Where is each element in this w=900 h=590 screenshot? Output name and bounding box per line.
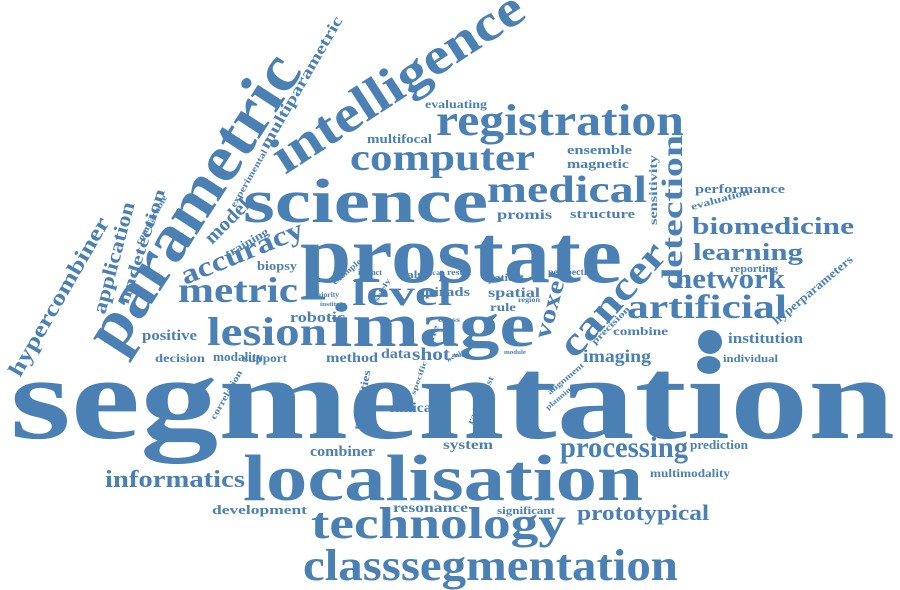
word-made: made xyxy=(452,353,468,359)
word-evaluating: evaluating xyxy=(425,97,487,111)
word-clinical: clinical xyxy=(388,401,436,416)
word-region: region xyxy=(518,296,540,304)
word-network: network xyxy=(675,264,785,295)
word-combine: combine xyxy=(613,324,669,338)
word-segmentation: segmentation xyxy=(10,333,895,464)
word-registration: registration xyxy=(436,96,684,145)
word-method: method xyxy=(326,351,378,366)
word-significant: significant xyxy=(497,505,555,517)
word-combiner: combiner xyxy=(310,444,375,460)
word-robotic: robotic xyxy=(290,310,345,326)
word-system: system xyxy=(443,438,493,453)
word-cross: cross xyxy=(438,316,460,324)
word-classsegmentation: classsegmentation xyxy=(303,541,678,590)
word-result: result xyxy=(447,268,471,277)
word-level: level xyxy=(352,273,452,313)
word-scan: scan xyxy=(429,269,445,277)
word-patient: patient xyxy=(488,272,524,284)
word-positive: positive xyxy=(142,328,197,344)
word-majority: majority xyxy=(311,291,340,299)
word-performance: performance xyxy=(695,181,785,196)
word-detection: detection xyxy=(656,135,689,290)
word-impact: impact xyxy=(358,268,382,277)
word-reporting: reporting xyxy=(730,264,778,275)
word-individual: individual xyxy=(723,353,778,365)
word-support: support xyxy=(243,351,287,365)
word-magnetic: magnetic xyxy=(567,156,629,171)
word-artificial: artificial xyxy=(627,289,787,326)
word-computer: computer xyxy=(350,137,535,179)
word-shot: shot xyxy=(412,344,450,364)
word-module: module xyxy=(504,350,526,356)
word-medical: medical xyxy=(487,169,647,211)
word-prototypical: prototypical xyxy=(577,500,709,525)
word-institute: institute xyxy=(320,302,346,308)
word-structure: structure xyxy=(570,206,635,221)
word-false: false xyxy=(403,269,428,281)
word-processing: processing xyxy=(560,431,688,464)
word-modality: modality xyxy=(213,349,263,364)
word-learning: learning xyxy=(693,240,803,266)
word-perspective: perspective xyxy=(548,267,596,277)
word-pirads: pirads xyxy=(425,284,470,299)
word-technology: technology xyxy=(311,499,566,548)
word-promis: promis xyxy=(497,208,553,223)
word-resonance: resonance xyxy=(393,501,468,516)
word-prediction: prediction xyxy=(690,437,749,452)
word-lesion: lesion xyxy=(207,309,327,354)
word-sensitivity: sensitivity xyxy=(646,155,660,225)
word-rule: rule xyxy=(490,300,517,314)
word-informatics: informatics xyxy=(105,467,245,493)
word-biomedicine: biomedicine xyxy=(692,214,854,240)
word-institution: institution xyxy=(728,331,804,347)
word-decision: decision xyxy=(155,351,205,365)
word-metric: metric xyxy=(178,270,298,310)
artificial-dot xyxy=(698,330,722,354)
word-multifocal: multifocal xyxy=(367,131,432,146)
word-development: development xyxy=(212,502,308,517)
word-imaging: imaging xyxy=(583,346,651,366)
word-image: image xyxy=(330,292,535,360)
word-multimodality: multimodality xyxy=(650,466,730,480)
word-data: data xyxy=(381,347,411,362)
word-science: science xyxy=(243,168,488,236)
word-spatial: spatial xyxy=(488,286,540,301)
word-biopsy: biopsy xyxy=(257,258,298,273)
word-localisation: localisation xyxy=(243,442,643,515)
word-ensemble: ensemble xyxy=(567,142,632,157)
word-prostate: prostate xyxy=(300,209,622,300)
